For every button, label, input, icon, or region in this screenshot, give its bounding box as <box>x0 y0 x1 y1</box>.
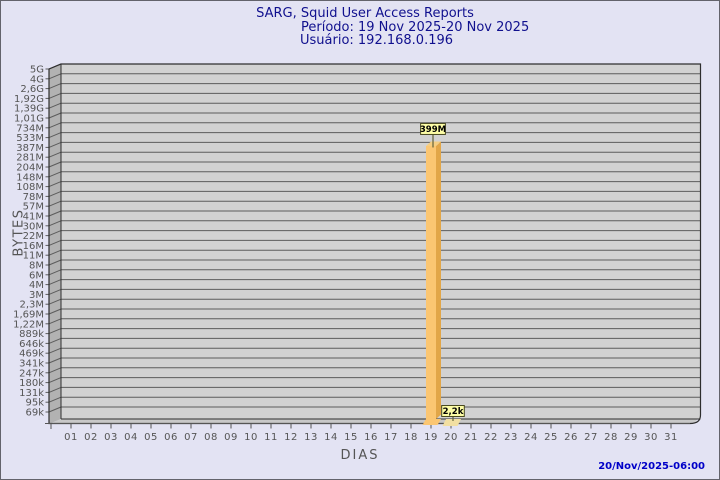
x-tick-label: 17 <box>384 432 398 443</box>
x-tick-label: 08 <box>204 432 218 443</box>
x-tick-label: 21 <box>464 432 478 443</box>
value-label: 399M <box>420 125 446 135</box>
x-tick-label: 20 <box>444 432 458 443</box>
x-tick-label: 27 <box>584 432 598 443</box>
y-tick-label: 3M <box>29 290 44 301</box>
x-tick-label: 29 <box>624 432 638 443</box>
plot-area <box>61 64 701 419</box>
bar-floor <box>442 419 461 426</box>
y-tick-label: 533M <box>16 133 44 144</box>
y-tick-label: 1,92G <box>14 94 44 105</box>
y-tick-label: 8M <box>29 261 44 272</box>
y-tick-label: 247k <box>19 368 44 379</box>
y-tick-label: 22M <box>23 231 44 242</box>
y-tick-label: 889k <box>19 329 44 340</box>
y-tick-label: 2,3M <box>19 300 44 311</box>
y-tick-label: 11M <box>23 251 44 262</box>
left-wall <box>49 64 61 424</box>
y-tick-label: 148M <box>16 172 44 183</box>
gridlines <box>61 73 701 408</box>
x-tick-label: 30 <box>644 432 658 443</box>
x-tick-label: 23 <box>504 432 518 443</box>
y-tick-label: 41M <box>23 212 44 223</box>
value-label-box <box>441 405 465 417</box>
y-tick-label: 1,39G <box>14 104 44 115</box>
x-tick-label: 16 <box>364 432 378 443</box>
x-tick-label: 24 <box>524 432 538 443</box>
y-tick-label: 6M <box>29 270 44 281</box>
bar <box>426 145 436 419</box>
x-tick-label: 06 <box>164 432 178 443</box>
y-tick-label: 4G <box>30 74 44 85</box>
report-title: SARG, Squid User Access Reports <box>256 6 474 21</box>
x-tick-label: 19 <box>424 432 438 443</box>
y-tick-label: 1,69M <box>13 310 44 321</box>
y-tick-label: 646k <box>19 339 44 350</box>
x-axis-title: DIAS <box>340 448 380 463</box>
x-tick-label: 28 <box>604 432 618 443</box>
x-tick-label: 03 <box>104 432 118 443</box>
y-axis-title: BYTES <box>11 208 27 257</box>
x-tick-label: 18 <box>404 432 418 443</box>
report-period: Período: 19 Nov 2025-20 Nov 2025 <box>301 20 530 35</box>
y-tick-label: 2,6G <box>20 84 44 95</box>
x-tick-label: 26 <box>564 432 578 443</box>
x-tick-label: 12 <box>284 432 298 443</box>
y-tick-label: 469k <box>19 349 44 360</box>
x-tick-label: 15 <box>344 432 358 443</box>
y-tick-label: 341k <box>19 359 44 370</box>
y-tick-label: 734M <box>16 123 44 134</box>
y-tick-label: 131k <box>19 388 44 399</box>
y-tick-label: 204M <box>16 163 44 174</box>
y-tick-label: 95k <box>25 398 44 409</box>
x-tick-label: 11 <box>264 432 278 443</box>
generated-timestamp: 20/Nov/2025-06:00 <box>598 461 705 472</box>
x-tick-label: 22 <box>484 432 498 443</box>
y-axis-ticks: 5G4G2,6G1,92G1,39G1,01G734M533M387M281M2… <box>13 63 62 419</box>
bar-side-face <box>436 141 441 419</box>
x-tick-label: 05 <box>144 432 158 443</box>
x-tick-label: 13 <box>304 432 318 443</box>
y-tick-label: 281M <box>16 153 44 164</box>
x-tick-label: 01 <box>64 432 78 443</box>
y-tick-label: 4M <box>29 280 44 291</box>
y-tick-label: 16M <box>23 241 44 252</box>
plot-outline <box>48 63 702 425</box>
x-tick-label: 31 <box>664 432 678 443</box>
report-user: Usuário: 192.168.0.196 <box>300 33 454 48</box>
y-tick-label: 78M <box>23 192 44 203</box>
x-tick-label: 25 <box>544 432 558 443</box>
value-label: 2,2k <box>443 407 464 417</box>
y-tick-label: 108M <box>16 182 44 193</box>
y-tick-label: 180k <box>19 378 44 389</box>
bar-floor <box>422 419 441 425</box>
x-tick-label: 09 <box>224 432 238 443</box>
y-tick-label: 1,01G <box>14 114 44 125</box>
value-label-box <box>420 122 446 135</box>
y-tick-label: 5G <box>30 65 44 76</box>
x-tick-label: 04 <box>124 432 138 443</box>
x-axis: 01 02 03 04 05 06 07 08 09 10 11 12 13 14 15 16 17 18 19 20… <box>45 423 690 443</box>
plot-3d-frame <box>49 64 701 424</box>
y-tick-label: 1,22M <box>13 319 44 330</box>
y-tick-label: 387M <box>16 143 44 154</box>
y-tick-label: 30M <box>23 221 44 232</box>
bar-value-labels: 399M 2,2k <box>420 122 465 421</box>
x-tick-label: 14 <box>324 432 338 443</box>
x-tick-label: 02 <box>84 432 98 443</box>
x-tick-label: 10 <box>244 432 258 443</box>
y-tick-label: 69k <box>25 408 44 419</box>
y-tick-label: 57M <box>23 202 44 213</box>
x-tick-label: 07 <box>184 432 198 443</box>
